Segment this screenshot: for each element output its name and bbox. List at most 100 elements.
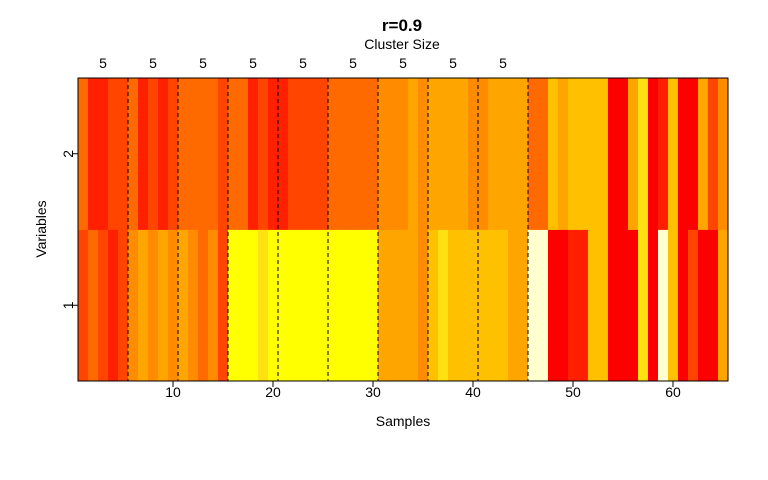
heatmap-cell: [538, 78, 549, 230]
heatmap-cell: [138, 229, 149, 382]
heatmap-cell: [328, 78, 339, 230]
heatmap-cell: [668, 78, 679, 230]
cluster-size-label: 5: [399, 55, 407, 71]
heatmap-cell: [638, 78, 649, 230]
heatmap-cell: [148, 229, 159, 382]
heatmap-cell: [378, 229, 389, 382]
heatmap-cell: [478, 78, 489, 230]
cluster-size-label: 5: [349, 55, 357, 71]
heatmap-cell: [318, 78, 329, 230]
y-tick-label: 1: [60, 301, 76, 309]
heatmap-cell: [98, 78, 109, 230]
heatmap-cell: [488, 229, 499, 382]
cluster-size-label: 5: [99, 55, 107, 71]
y-axis: 12: [60, 150, 78, 309]
heatmap-cell: [268, 78, 279, 230]
heatmap-cell: [408, 229, 419, 382]
heatmap-cell: [528, 229, 539, 382]
heatmap-cell: [338, 229, 349, 382]
heatmap-cell: [658, 78, 669, 230]
heatmap-cell: [238, 78, 249, 230]
heatmap-cell: [148, 78, 159, 230]
heatmap-cell: [178, 78, 189, 230]
heatmap-cell: [78, 229, 89, 382]
heatmap-cell: [118, 229, 129, 382]
heatmap-cell: [358, 78, 369, 230]
heatmap-cell: [638, 229, 649, 382]
x-tick-label: 60: [665, 384, 681, 400]
heatmap-cell: [318, 229, 329, 382]
heatmap-cell: [398, 78, 409, 230]
heatmap-cell: [678, 229, 689, 382]
heatmap-cell: [348, 78, 359, 230]
heatmap-cell: [108, 229, 119, 382]
heatmap-cell: [448, 229, 459, 382]
heatmap-cell: [488, 78, 499, 230]
heatmap-cell: [288, 229, 299, 382]
heatmap-cell: [158, 229, 169, 382]
cluster-size-label: 5: [499, 55, 507, 71]
cluster-size-label: 5: [249, 55, 257, 71]
heatmap-cell: [338, 78, 349, 230]
y-axis-label: Variables: [33, 200, 49, 257]
heatmap-cell: [658, 229, 669, 382]
heatmap-cell: [218, 78, 229, 230]
heatmap-cell: [468, 78, 479, 230]
heatmap-cell: [678, 78, 689, 230]
heatmap-cell: [528, 78, 539, 230]
heatmap-cell: [288, 78, 299, 230]
heatmap-cell: [198, 229, 209, 382]
cluster-size-label: 5: [449, 55, 457, 71]
heatmap-cell: [698, 229, 709, 382]
heatmap-cell: [298, 78, 309, 230]
heatmap-cell: [78, 78, 89, 230]
heatmap-cell: [108, 78, 119, 230]
heatmap-cell: [608, 78, 619, 230]
heatmap-cell: [548, 78, 559, 230]
heatmap-cell: [708, 229, 719, 382]
x-axis-label: Samples: [376, 413, 430, 429]
heatmap-cell: [588, 78, 599, 230]
heatmap-cell: [158, 78, 169, 230]
heatmap-cell: [518, 229, 529, 382]
heatmap-cell: [438, 78, 449, 230]
heatmap-cell: [518, 78, 529, 230]
heatmap-cell: [188, 78, 199, 230]
heatmap-cell: [508, 78, 519, 230]
heatmap-cell: [428, 229, 439, 382]
heatmap-cell: [648, 78, 659, 230]
heatmap-cell: [668, 229, 679, 382]
heatmap-cells: [78, 78, 729, 382]
heatmap-cell: [598, 78, 609, 230]
heatmap-cell: [498, 78, 509, 230]
heatmap-cell: [368, 229, 379, 382]
heatmap-cell: [358, 229, 369, 382]
heatmap-cell: [378, 78, 389, 230]
x-tick-label: 10: [165, 384, 181, 400]
heatmap-cell: [128, 78, 139, 230]
heatmap-cell: [558, 78, 569, 230]
heatmap-cell: [648, 229, 659, 382]
heatmap-cell: [88, 78, 99, 230]
heatmap-cell: [608, 229, 619, 382]
x-tick-label: 40: [465, 384, 481, 400]
x-tick-label: 20: [265, 384, 281, 400]
heatmap-cell: [168, 229, 179, 382]
heatmap-cell: [248, 78, 259, 230]
cluster-size-labels: 5 5 5 5 5 5 5 5 5: [99, 55, 507, 71]
chart-title: r=0.9: [382, 16, 422, 35]
heatmap-cell: [178, 229, 189, 382]
heatmap-cell: [598, 229, 609, 382]
heatmap-cell: [328, 229, 339, 382]
plot-frame: [77, 77, 729, 382]
heatmap-cell: [348, 229, 359, 382]
heatmap-cell: [618, 78, 629, 230]
heatmap-cell: [588, 229, 599, 382]
heatmap-cell: [368, 78, 379, 230]
heatmap-cell: [468, 229, 479, 382]
heatmap-cell: [238, 229, 249, 382]
heatmap-cell: [268, 229, 279, 382]
heatmap-cell: [688, 78, 699, 230]
heatmap-cell: [298, 229, 309, 382]
